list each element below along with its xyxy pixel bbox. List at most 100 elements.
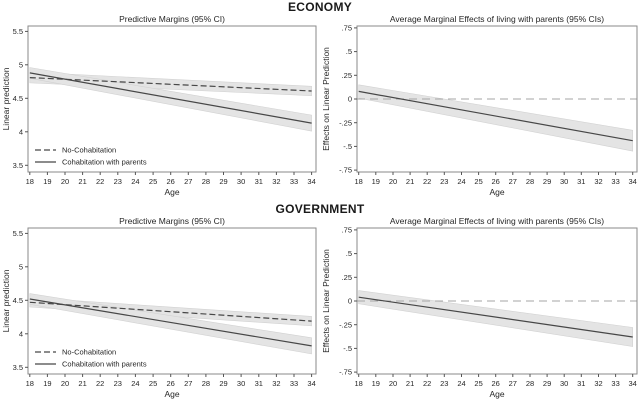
y-tick-label: .75 [342,24,352,33]
x-tick-label: 26 [492,177,500,186]
y-tick-label: 4.5 [13,94,23,103]
x-tick-label: 20 [61,379,69,388]
y-tick-label: 0 [348,297,352,306]
x-tick-label: 26 [167,379,175,388]
x-tick-label: 34 [307,177,315,186]
x-tick-label: 29 [219,177,227,186]
x-tick-label: 30 [237,177,245,186]
series-line-0 [29,77,312,92]
y-tick-label: -.25 [339,320,352,329]
y-tick-label: .5 [346,47,352,56]
ci-band-1 [29,67,312,132]
x-tick-label: 31 [577,379,585,388]
chart-row-economy: 3.5 4 4.5 5 5.5 18 19 20 21 22 23 24 25 26 27 28 29 30 31 3… [0,14,640,202]
x-tick-label: 32 [594,177,602,186]
x-tick-label: 28 [526,177,534,186]
x-tick-label: 29 [219,379,227,388]
legend-label: No-Cohabitation [62,348,116,357]
x-axis-label: Age [164,187,179,197]
x-tick-label: 24 [131,379,139,388]
legend-label: Cohabitation with parents [62,158,147,167]
x-tick-label: 23 [440,177,448,186]
y-axis-label: Effects on Linear Prediction [321,249,331,353]
x-tick-label: 21 [406,177,414,186]
y-tick-label: -.5 [343,344,352,353]
x-tick-label: 32 [594,379,602,388]
legend-item-0: No-Cohabitation [35,348,116,357]
x-tick-label: 21 [406,379,414,388]
x-tick-label: 18 [355,379,363,388]
x-tick-label: 33 [290,177,298,186]
y-axis-label: Effects on Linear Prediction [321,47,331,151]
chart-government-predictive-margins: 3.5 4 4.5 5 5.5 18 19 20 21 22 23 24 25 26 27 28 29 30 31 3… [1,216,317,399]
legend-item-1: Cohabitation with parents [35,158,147,167]
x-tick-label: 33 [611,177,619,186]
x-tick-label: 29 [543,177,551,186]
y-tick-label: -.75 [339,368,352,377]
x-axis-label: Age [489,187,504,197]
x-tick-label: 19 [43,177,51,186]
x-tick-label: 18 [26,379,34,388]
series-line-0 [358,296,633,338]
x-tick-label: 28 [526,379,534,388]
x-tick-label: 19 [43,379,51,388]
y-tick-label: .25 [342,273,352,282]
x-tick-label: 24 [131,177,139,186]
x-tick-label: 31 [255,177,263,186]
series-line-1 [29,298,312,347]
y-tick-label: -.25 [339,118,352,127]
x-tick-label: 27 [509,379,517,388]
y-tick-label: 4 [19,127,23,136]
chart-economy-average-marginal-effects: -.75 -.5 -.25 0 .25 .5 .75 18 19 20 21 22 23 24 25 26 27… [321,14,638,197]
chart-title: Average Marginal Effects of living with … [390,14,604,24]
ci-band-0 [358,290,634,347]
x-tick-label: 19 [372,177,380,186]
plot-frame [27,227,317,375]
x-tick-label: 24 [457,379,465,388]
x-tick-label: 22 [96,379,104,388]
x-tick-label: 20 [389,177,397,186]
x-tick-label: 25 [474,177,482,186]
plot-frame [27,25,317,173]
y-axis-label: Linear prediction [1,269,11,332]
x-tick-label: 34 [629,379,637,388]
section-title-government: GOVERNMENT [275,202,365,216]
x-tick-label: 25 [474,379,482,388]
ci-band-0 [29,71,312,97]
y-tick-label: .25 [342,71,352,80]
x-tick-label: 22 [96,177,104,186]
y-tick-label: .75 [342,226,352,235]
y-tick-label: -.75 [339,166,352,175]
x-tick-label: 20 [61,177,69,186]
x-tick-label: 32 [272,379,280,388]
x-tick-label: 34 [629,177,637,186]
x-tick-label: 18 [355,177,363,186]
x-tick-label: 24 [457,177,465,186]
ci-band-0 [358,84,634,152]
y-tick-label: 3.5 [13,161,23,170]
y-tick-label: 5 [19,60,23,69]
x-tick-label: 22 [423,177,431,186]
legend-label: Cohabitation with parents [62,360,147,369]
x-tick-label: 31 [577,177,585,186]
x-tick-label: 23 [114,177,122,186]
chart-economy-predictive-margins: 3.5 4 4.5 5 5.5 18 19 20 21 22 23 24 25 26 27 28 29 30 31 3… [1,14,317,197]
x-tick-label: 23 [440,379,448,388]
y-tick-label: 3.5 [13,363,23,372]
chart-government-average-marginal-effects: -.75 -.5 -.25 0 .25 .5 .75 18 19 20 21 22 23 24 25 26 27… [321,216,638,399]
y-axis-label: Linear prediction [1,67,11,130]
y-tick-label: 5.5 [13,229,23,238]
chart-title: Average Marginal Effects of living with … [390,216,604,226]
x-tick-label: 30 [237,379,245,388]
x-tick-label: 27 [184,177,192,186]
x-tick-label: 25 [149,379,157,388]
x-tick-label: 31 [255,379,263,388]
legend-item-0: No-Cohabitation [35,146,116,155]
x-tick-label: 19 [372,379,380,388]
x-tick-label: 26 [492,379,500,388]
y-tick-label: -.5 [343,142,352,151]
x-tick-label: 34 [307,379,315,388]
x-tick-label: 28 [202,177,210,186]
x-tick-label: 28 [202,379,210,388]
